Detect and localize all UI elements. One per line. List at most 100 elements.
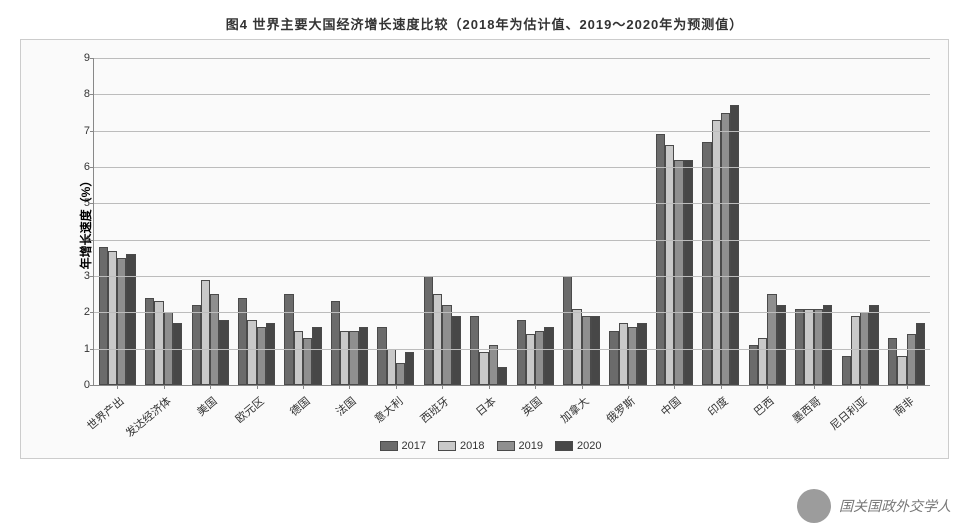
x-tick-mark	[907, 385, 908, 389]
bar	[266, 323, 275, 385]
y-tick-mark	[90, 312, 94, 313]
y-tick-label: 2	[70, 306, 90, 318]
y-tick-label: 0	[70, 379, 90, 391]
x-tick-label: 意大利	[371, 393, 407, 426]
legend-label: 2017	[402, 440, 426, 452]
bar	[284, 294, 293, 385]
chart-title: 图4 世界主要大国经济增长速度比较（2018年为估计值、2019～2020年为预…	[0, 0, 969, 39]
bar	[312, 327, 321, 385]
bar-cluster	[99, 58, 136, 385]
x-tick-mark	[814, 385, 815, 389]
category-group: 中国	[651, 58, 697, 385]
x-tick-mark	[628, 385, 629, 389]
x-tick-mark	[721, 385, 722, 389]
bar	[340, 331, 349, 386]
category-group: 日本	[466, 58, 512, 385]
bar	[442, 305, 451, 385]
x-tick-mark	[582, 385, 583, 389]
watermark-text: 国关国政外交学人	[839, 496, 951, 516]
grid-line	[94, 349, 930, 350]
bar-cluster	[795, 58, 832, 385]
x-tick-label: 德国	[286, 393, 313, 419]
category-group: 意大利	[373, 58, 419, 385]
y-tick-mark	[90, 131, 94, 132]
bars-layer: 世界产出发达经济体美国欧元区德国法国意大利西班牙日本英国加拿大俄罗斯中国印度巴西…	[94, 58, 930, 385]
bar	[721, 113, 730, 386]
bar-cluster	[238, 58, 275, 385]
x-tick-mark	[674, 385, 675, 389]
bar-cluster	[702, 58, 739, 385]
grid-line	[94, 312, 930, 313]
bar-cluster	[192, 58, 229, 385]
bar	[192, 305, 201, 385]
category-group: 俄罗斯	[605, 58, 651, 385]
bar	[424, 276, 433, 385]
bar	[749, 345, 758, 385]
x-tick-label: 中国	[658, 393, 685, 419]
bar	[804, 309, 813, 385]
legend-swatch	[438, 441, 456, 451]
x-tick-label: 俄罗斯	[603, 393, 639, 426]
bar	[572, 309, 581, 385]
bar	[888, 338, 897, 385]
x-tick-label: 墨西哥	[789, 393, 825, 426]
bar	[396, 363, 405, 385]
bar	[758, 338, 767, 385]
bar	[767, 294, 776, 385]
watermark: 国关国政外交学人	[797, 489, 951, 523]
y-tick-mark	[90, 385, 94, 386]
grid-line	[94, 203, 930, 204]
y-tick-mark	[90, 349, 94, 350]
bar	[851, 316, 860, 385]
bar	[730, 105, 739, 385]
x-tick-label: 巴西	[750, 393, 777, 419]
chart-container: 年增长速度（%） 世界产出发达经济体美国欧元区德国法国意大利西班牙日本英国加拿大…	[20, 39, 949, 459]
bar-cluster	[377, 58, 414, 385]
legend-swatch	[380, 441, 398, 451]
bar	[405, 352, 414, 385]
bar	[173, 323, 182, 385]
y-tick-mark	[90, 58, 94, 59]
grid-line	[94, 94, 930, 95]
grid-line	[94, 276, 930, 277]
x-tick-label: 印度	[704, 393, 731, 419]
x-tick-label: 西班牙	[417, 393, 453, 426]
bar	[489, 345, 498, 385]
grid-line	[94, 240, 930, 241]
bar	[498, 367, 507, 385]
bar-cluster	[470, 58, 507, 385]
y-tick-mark	[90, 240, 94, 241]
y-axis-label: 年增长速度（%）	[77, 174, 94, 269]
category-group: 欧元区	[233, 58, 279, 385]
y-tick-label: 6	[70, 161, 90, 173]
category-group: 尼日利亚	[837, 58, 883, 385]
x-tick-label: 英国	[518, 393, 545, 419]
bar	[591, 316, 600, 385]
category-group: 印度	[698, 58, 744, 385]
x-tick-mark	[767, 385, 768, 389]
x-tick-mark	[396, 385, 397, 389]
x-tick-label: 南非	[890, 393, 917, 419]
x-tick-mark	[860, 385, 861, 389]
x-tick-mark	[117, 385, 118, 389]
legend-swatch	[497, 441, 515, 451]
x-tick-mark	[210, 385, 211, 389]
bar	[582, 316, 591, 385]
bar	[869, 305, 878, 385]
grid-line	[94, 167, 930, 168]
bar	[916, 323, 925, 385]
y-tick-mark	[90, 203, 94, 204]
bar	[814, 309, 823, 385]
category-group: 南非	[883, 58, 929, 385]
x-tick-label: 法国	[333, 393, 360, 419]
bar	[219, 320, 228, 385]
y-tick-mark	[90, 94, 94, 95]
bar	[331, 301, 340, 385]
category-group: 西班牙	[419, 58, 465, 385]
category-group: 美国	[187, 58, 233, 385]
legend-label: 2018	[460, 440, 484, 452]
bar	[684, 160, 693, 385]
bar	[637, 323, 646, 385]
x-tick-label: 美国	[193, 393, 220, 419]
bar	[712, 120, 721, 385]
